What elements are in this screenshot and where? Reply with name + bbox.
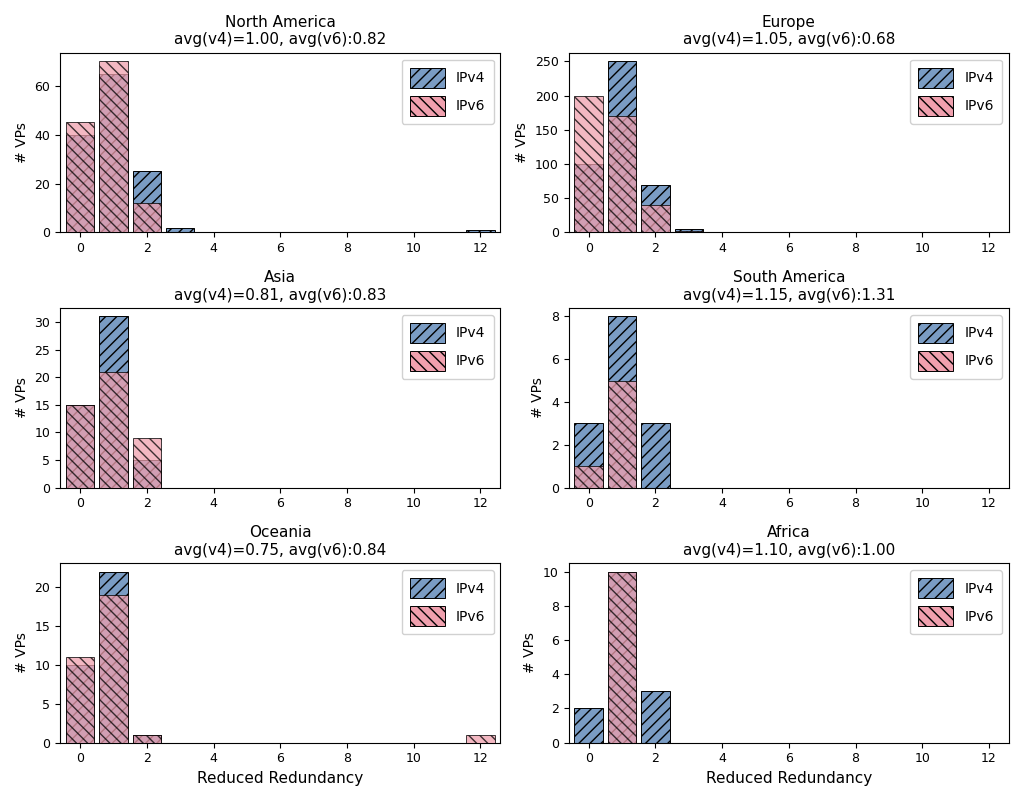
Bar <box>133 735 161 743</box>
Bar <box>574 95 603 232</box>
Y-axis label: # VPs: # VPs <box>15 377 29 418</box>
Bar <box>133 203 161 232</box>
Bar <box>574 164 603 232</box>
Y-axis label: # VPs: # VPs <box>523 633 538 674</box>
X-axis label: Reduced Redundancy: Reduced Redundancy <box>198 771 364 786</box>
Title: North America
avg(v4)=1.00, avg(v6):0.82: North America avg(v4)=1.00, avg(v6):0.82 <box>174 15 386 47</box>
Bar <box>675 231 702 232</box>
Bar <box>641 205 670 232</box>
Legend: IPv4, IPv6: IPv4, IPv6 <box>401 570 494 634</box>
Bar <box>641 184 670 232</box>
Bar <box>66 123 94 232</box>
Bar <box>66 405 94 488</box>
Bar <box>99 372 128 488</box>
Title: Asia
avg(v4)=0.81, avg(v6):0.83: Asia avg(v4)=0.81, avg(v6):0.83 <box>174 270 386 303</box>
Y-axis label: # VPs: # VPs <box>515 122 529 163</box>
Bar <box>66 665 94 743</box>
Bar <box>641 424 670 488</box>
Title: South America
avg(v4)=1.15, avg(v6):1.31: South America avg(v4)=1.15, avg(v6):1.31 <box>683 270 895 303</box>
Y-axis label: # VPs: # VPs <box>531 377 546 418</box>
Bar <box>66 657 94 743</box>
Y-axis label: # VPs: # VPs <box>15 122 29 163</box>
X-axis label: Reduced Redundancy: Reduced Redundancy <box>706 771 872 786</box>
Title: Africa
avg(v4)=1.10, avg(v6):1.00: Africa avg(v4)=1.10, avg(v6):1.00 <box>683 525 895 557</box>
Bar <box>66 405 94 488</box>
Bar <box>574 466 603 488</box>
Legend: IPv4, IPv6: IPv4, IPv6 <box>401 315 494 379</box>
Title: Europe
avg(v4)=1.05, avg(v6):0.68: Europe avg(v4)=1.05, avg(v6):0.68 <box>683 15 895 47</box>
Bar <box>99 316 128 488</box>
Bar <box>641 691 670 743</box>
Legend: IPv4, IPv6: IPv4, IPv6 <box>910 570 1002 634</box>
Bar <box>466 735 495 743</box>
Legend: IPv4, IPv6: IPv4, IPv6 <box>910 315 1002 379</box>
Title: Oceania
avg(v4)=0.75, avg(v6):0.84: Oceania avg(v4)=0.75, avg(v6):0.84 <box>174 525 386 557</box>
Legend: IPv4, IPv6: IPv4, IPv6 <box>401 60 494 124</box>
Bar <box>608 380 636 488</box>
Bar <box>608 316 636 488</box>
Bar <box>133 171 161 232</box>
Y-axis label: # VPs: # VPs <box>15 633 29 674</box>
Bar <box>574 424 603 488</box>
Bar <box>99 62 128 232</box>
Bar <box>66 135 94 232</box>
Bar <box>675 229 702 232</box>
Legend: IPv4, IPv6: IPv4, IPv6 <box>910 60 1002 124</box>
Bar <box>608 62 636 232</box>
Bar <box>608 572 636 743</box>
Bar <box>99 595 128 743</box>
Bar <box>166 227 195 232</box>
Bar <box>133 438 161 488</box>
Bar <box>466 230 495 232</box>
Bar <box>133 460 161 488</box>
Bar <box>99 572 128 743</box>
Bar <box>99 74 128 232</box>
Bar <box>133 735 161 743</box>
Bar <box>574 709 603 743</box>
Bar <box>608 116 636 232</box>
Bar <box>608 572 636 743</box>
